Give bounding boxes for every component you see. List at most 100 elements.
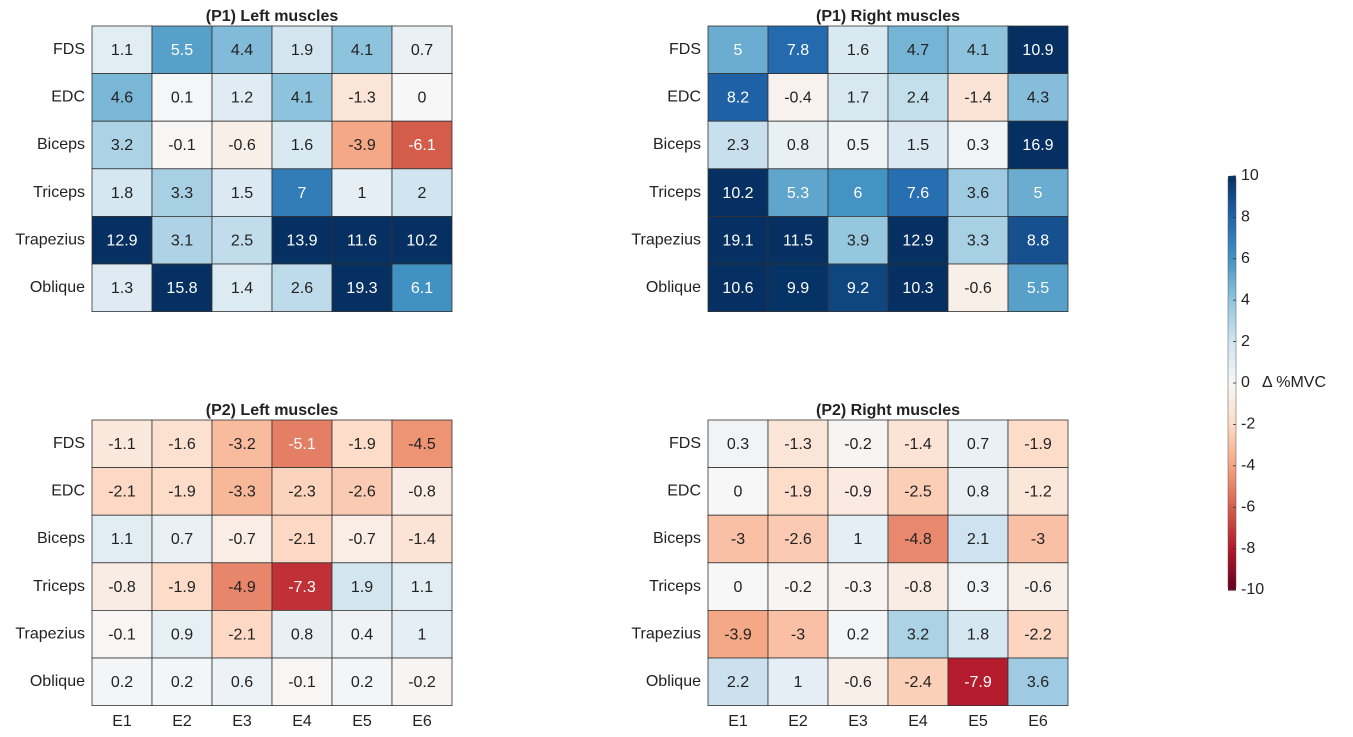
y-tick-label: Oblique xyxy=(30,673,85,690)
colorbar-segment xyxy=(1228,476,1236,481)
heatmap-cell xyxy=(391,25,453,74)
cell-label: 0.3 xyxy=(727,436,749,453)
cell-label: 0.7 xyxy=(411,42,433,59)
heatmap-cell xyxy=(767,419,829,468)
y-tick-label: FDS xyxy=(53,41,85,58)
colorbar-segment xyxy=(1228,176,1236,181)
colorbar-segment xyxy=(1228,345,1236,350)
cell-label: -0.1 xyxy=(288,674,316,691)
colorbar-tick-label: -2 xyxy=(1241,416,1255,433)
colorbar-segment xyxy=(1228,576,1236,581)
colorbar-segment xyxy=(1228,527,1236,532)
y-tick-label: Biceps xyxy=(37,530,85,547)
colorbar-segment xyxy=(1228,541,1236,546)
heatmap-cell xyxy=(947,120,1009,170)
heatmap-cell xyxy=(1007,120,1069,170)
colorbar-segment xyxy=(1228,548,1236,553)
colorbar-segment xyxy=(1228,565,1236,570)
heatmap-cell xyxy=(331,120,393,170)
colorbar-segment xyxy=(1228,489,1236,494)
heatmap-cell xyxy=(331,514,393,564)
colorbar-segment xyxy=(1228,251,1236,256)
heatmap-cell xyxy=(91,562,153,611)
colorbar-segment xyxy=(1228,182,1236,187)
cell-label: 1.8 xyxy=(111,185,133,202)
colorbar-segment xyxy=(1228,338,1236,343)
colorbar-segment xyxy=(1228,282,1236,287)
colorbar-segment xyxy=(1228,545,1236,550)
heatmap-cell xyxy=(887,562,949,611)
cell-label: 12.9 xyxy=(902,232,933,249)
heatmap-cell xyxy=(707,168,769,217)
colorbar-segment xyxy=(1228,410,1236,415)
heatmap-cell xyxy=(767,25,829,74)
heatmap-cell xyxy=(211,514,273,564)
cell-label: 2.6 xyxy=(291,280,313,297)
heatmap-cell xyxy=(1007,514,1069,564)
heatmap-cell xyxy=(391,215,453,265)
cell-label: 2.3 xyxy=(727,137,749,154)
heatmap-cell xyxy=(947,419,1009,468)
cell-label: -2.5 xyxy=(904,484,932,501)
colorbar-segment xyxy=(1228,300,1236,305)
colorbar-segment xyxy=(1228,376,1236,381)
cell-label: 3.3 xyxy=(967,232,989,249)
cell-label: 3.6 xyxy=(1027,674,1049,691)
colorbar-segment xyxy=(1228,562,1236,567)
cell-label: -0.6 xyxy=(228,137,256,154)
cell-label: -1.4 xyxy=(408,531,436,548)
cell-label: 1.8 xyxy=(967,626,989,643)
cell-label: -1.4 xyxy=(964,90,992,107)
cell-label: 1.5 xyxy=(907,137,929,154)
colorbar-label: Δ %MVC xyxy=(1262,374,1326,391)
cell-label: 5.5 xyxy=(171,42,193,59)
colorbar-segment xyxy=(1228,458,1236,463)
cell-label: -3 xyxy=(731,531,745,548)
colorbar-segment xyxy=(1228,248,1236,253)
cell-label: -2.6 xyxy=(784,531,812,548)
cell-label: 4.6 xyxy=(111,90,133,107)
colorbar-segment xyxy=(1228,472,1236,477)
x-tick-label: E1 xyxy=(728,713,748,730)
y-tick-label: Biceps xyxy=(653,530,701,547)
x-tick-label: E2 xyxy=(788,713,808,730)
heatmap-cell xyxy=(391,610,453,659)
colorbar-segment xyxy=(1228,276,1236,281)
cell-label: 6.1 xyxy=(411,280,433,297)
heatmap-cell xyxy=(151,73,213,122)
heatmap-cell xyxy=(271,514,333,564)
colorbar-segment xyxy=(1228,369,1236,374)
cell-label: 3.2 xyxy=(111,137,133,154)
heatmap-cell xyxy=(887,215,949,265)
colorbar-tick-label: 10 xyxy=(1241,167,1259,184)
heatmap-cell xyxy=(91,168,153,217)
cell-label: 0.2 xyxy=(351,674,373,691)
colorbar-segment xyxy=(1228,383,1236,388)
cell-label: 2.5 xyxy=(231,232,253,249)
cell-label: 3.6 xyxy=(967,185,989,202)
y-tick-label: Triceps xyxy=(649,578,701,595)
heatmap-cell xyxy=(271,562,333,611)
heatmap-cell xyxy=(887,657,949,706)
cell-label: 0 xyxy=(734,579,743,596)
cell-label: 0.9 xyxy=(171,626,193,643)
colorbar-segment xyxy=(1228,486,1236,491)
heatmap-cell xyxy=(1007,657,1069,706)
heatmap-cell xyxy=(707,25,769,74)
cell-label: 2 xyxy=(418,185,427,202)
y-tick-label: Oblique xyxy=(30,279,85,296)
heatmap-cell xyxy=(887,467,949,516)
chart-title: (P1) Right muscles xyxy=(816,8,960,25)
cell-label: -0.6 xyxy=(964,280,992,297)
heatmap-cell xyxy=(827,120,889,170)
cell-label: 1 xyxy=(358,185,367,202)
colorbar-segment xyxy=(1228,296,1236,301)
cell-label: 0.1 xyxy=(171,90,193,107)
colorbar-segment xyxy=(1228,514,1236,519)
heatmap-cell xyxy=(331,168,393,217)
colorbar-segment xyxy=(1228,386,1236,391)
cell-label: -2.1 xyxy=(228,626,256,643)
colorbar-segment xyxy=(1228,331,1236,336)
cell-label: 7.8 xyxy=(787,42,809,59)
colorbar-segment xyxy=(1228,179,1236,184)
